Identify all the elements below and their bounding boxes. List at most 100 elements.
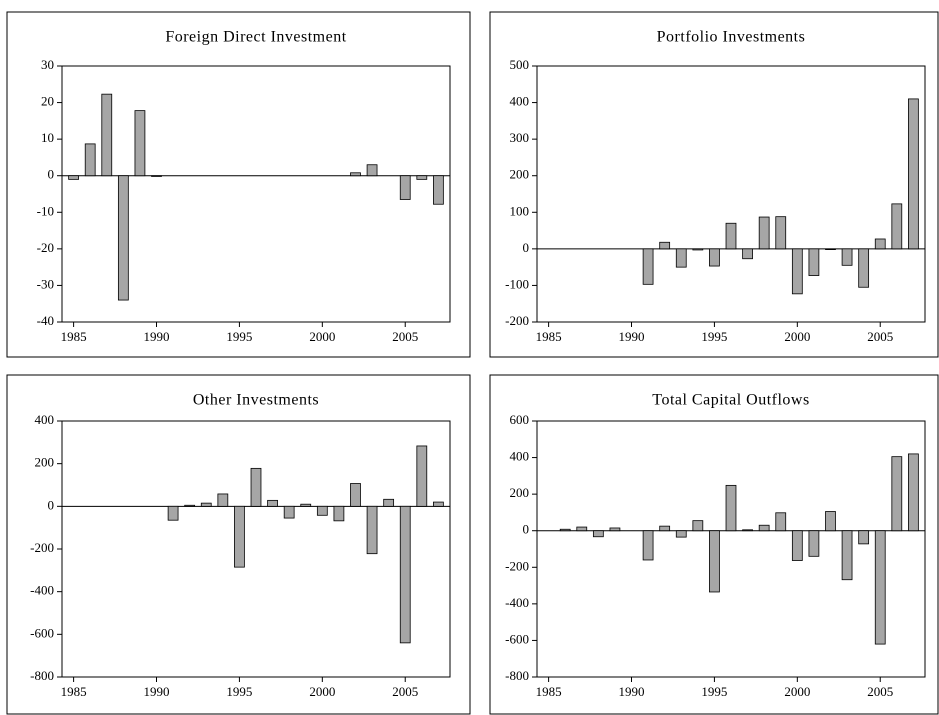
y-tick-label: -400 bbox=[30, 583, 54, 598]
bar bbox=[383, 498, 395, 507]
bar bbox=[101, 93, 113, 177]
bar bbox=[709, 248, 720, 267]
bar bbox=[841, 530, 853, 581]
y-tick-label: -100 bbox=[505, 276, 529, 291]
chart-title: Portfolio Investments bbox=[657, 29, 806, 46]
y-tick-label: 10 bbox=[41, 130, 54, 145]
x-tick-label: 1990 bbox=[144, 684, 170, 699]
bar bbox=[908, 98, 919, 250]
bar bbox=[84, 143, 96, 177]
y-tick-label: -800 bbox=[30, 668, 54, 683]
x-tick-label: 2000 bbox=[309, 684, 335, 699]
bar bbox=[283, 505, 295, 519]
plot-frame bbox=[536, 420, 926, 678]
bar bbox=[858, 530, 870, 545]
plot-frame bbox=[61, 65, 451, 323]
x-tick-label: 1985 bbox=[61, 329, 87, 344]
bar bbox=[234, 505, 245, 568]
y-tick-label: -30 bbox=[37, 276, 54, 291]
plot-frame bbox=[536, 65, 926, 323]
y-tick-label: 300 bbox=[510, 130, 530, 145]
bar bbox=[399, 175, 411, 200]
bar bbox=[874, 530, 886, 645]
bar bbox=[891, 203, 903, 250]
bar bbox=[642, 530, 654, 561]
bar bbox=[250, 467, 262, 507]
bar bbox=[151, 175, 162, 177]
bar bbox=[692, 248, 704, 251]
y-tick-label: 200 bbox=[510, 485, 530, 500]
bar bbox=[333, 505, 345, 522]
bar bbox=[775, 216, 787, 250]
bar bbox=[874, 238, 886, 250]
bar bbox=[366, 505, 378, 555]
y-tick-label: 20 bbox=[41, 94, 54, 109]
y-tick-label: 400 bbox=[35, 412, 55, 427]
y-tick-label: -600 bbox=[505, 631, 529, 646]
bar bbox=[433, 501, 444, 507]
x-tick-label: 1995 bbox=[226, 684, 252, 699]
bar bbox=[758, 216, 770, 250]
bar bbox=[592, 530, 604, 538]
x-tick-label: 1985 bbox=[536, 684, 562, 699]
bar bbox=[217, 493, 229, 507]
x-tick-label: 2000 bbox=[784, 329, 810, 344]
bar bbox=[908, 453, 919, 532]
bar bbox=[725, 484, 737, 532]
y-tick-label: -10 bbox=[37, 203, 54, 218]
bar bbox=[416, 175, 428, 180]
y-tick-label: -400 bbox=[505, 595, 529, 610]
x-tick-label: 2005 bbox=[392, 684, 418, 699]
chart-title: Foreign Direct Investment bbox=[165, 29, 346, 46]
bar bbox=[200, 502, 212, 507]
y-tick-label: 200 bbox=[35, 455, 55, 470]
panel-frame bbox=[6, 374, 471, 715]
y-tick-label: -800 bbox=[505, 668, 529, 683]
bar bbox=[825, 248, 836, 250]
y-tick-label: 200 bbox=[510, 167, 530, 182]
x-tick-label: 1995 bbox=[226, 329, 252, 344]
bar bbox=[808, 530, 820, 557]
y-tick-label: 400 bbox=[510, 94, 530, 109]
chart-title: Other Investments bbox=[193, 392, 319, 409]
y-tick-label: 0 bbox=[48, 497, 55, 512]
x-tick-label: 2000 bbox=[309, 329, 335, 344]
bar bbox=[858, 248, 870, 288]
x-tick-label: 1995 bbox=[701, 329, 727, 344]
x-tick-label: 1985 bbox=[61, 684, 87, 699]
bar bbox=[300, 503, 312, 507]
bar bbox=[350, 172, 361, 177]
y-tick-label: 0 bbox=[48, 167, 55, 182]
chart-title: Total Capital Outflows bbox=[652, 392, 809, 409]
bar bbox=[609, 527, 621, 532]
bar bbox=[366, 164, 378, 177]
bar bbox=[758, 524, 770, 532]
y-tick-label: 600 bbox=[510, 412, 530, 427]
bar bbox=[791, 248, 803, 295]
y-tick-label: 30 bbox=[41, 57, 54, 72]
y-tick-label: 0 bbox=[523, 240, 530, 255]
x-tick-label: 1990 bbox=[144, 329, 170, 344]
bar bbox=[675, 530, 687, 538]
y-tick-label: 100 bbox=[510, 203, 530, 218]
bar bbox=[642, 248, 654, 285]
bar bbox=[416, 445, 428, 507]
bar bbox=[316, 505, 328, 516]
bar bbox=[675, 248, 687, 268]
bar bbox=[742, 529, 753, 532]
x-tick-label: 2000 bbox=[784, 684, 810, 699]
bar bbox=[167, 505, 179, 521]
panel-frame bbox=[489, 11, 939, 358]
panel-frame bbox=[489, 374, 939, 715]
bar bbox=[841, 248, 853, 266]
y-tick-label: -200 bbox=[30, 540, 54, 555]
x-tick-label: 2005 bbox=[867, 684, 893, 699]
bar bbox=[725, 222, 737, 250]
bar bbox=[891, 456, 903, 532]
y-tick-label: -20 bbox=[37, 240, 54, 255]
x-tick-label: 2005 bbox=[867, 329, 893, 344]
bar bbox=[184, 504, 196, 507]
y-tick-label: -600 bbox=[30, 625, 54, 640]
